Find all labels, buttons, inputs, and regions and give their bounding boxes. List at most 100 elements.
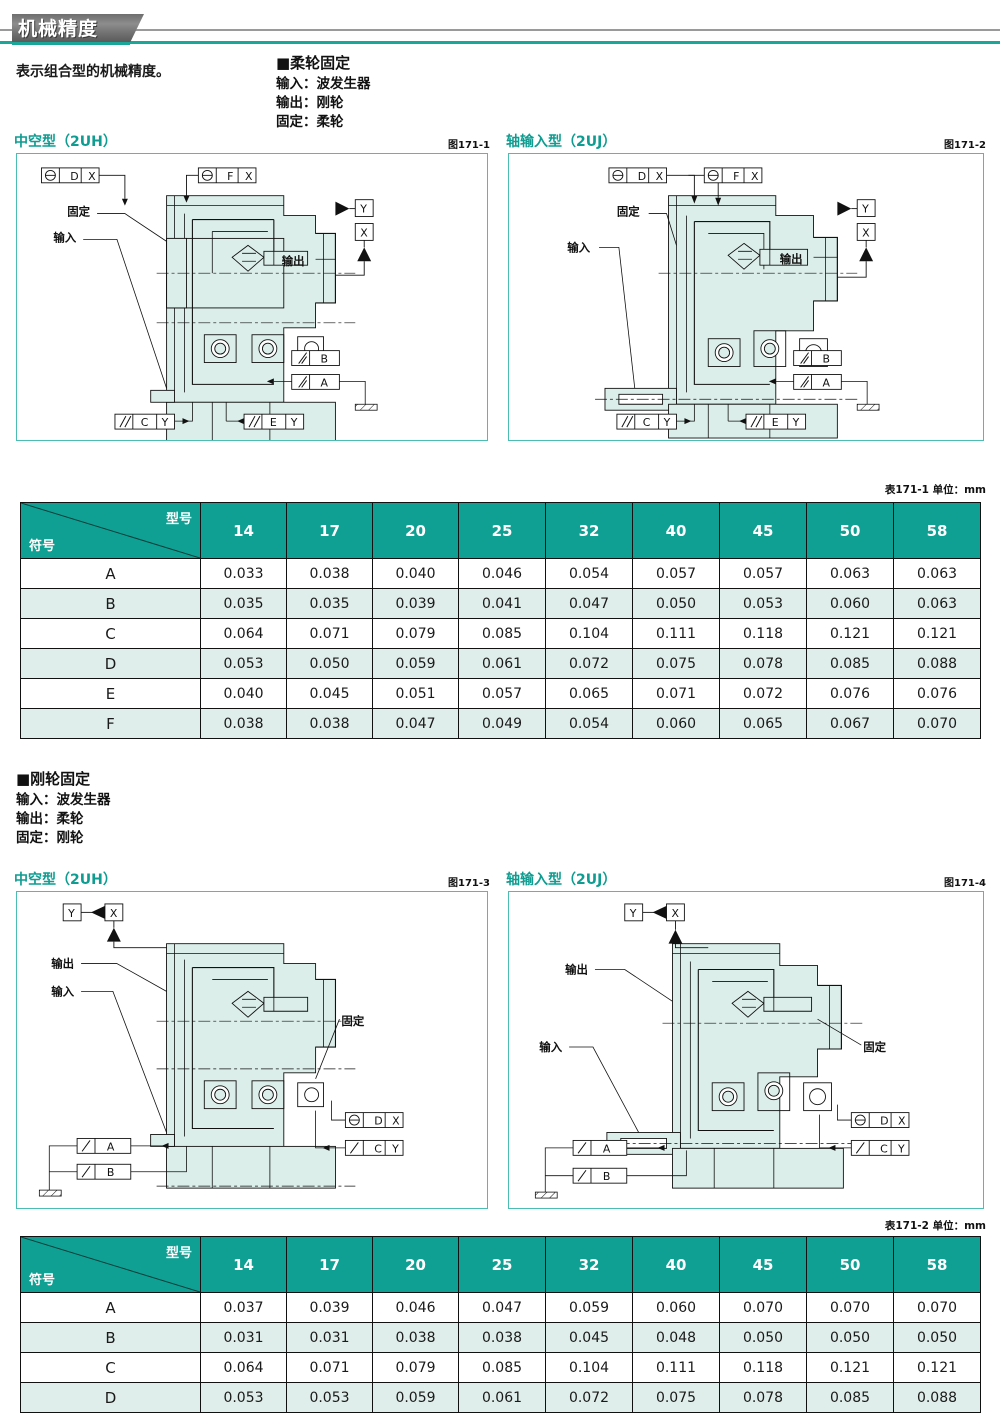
diagram-171-2: D X F X Y X 固定 输入 输出 B xyxy=(508,153,984,441)
section2-spec-lines: 输入：波发生器 输出：柔轮 固定：刚轮 xyxy=(16,791,111,848)
diagram-171-4: Y X 输出 输入 固定 D X C Y A xyxy=(508,891,984,1209)
label-input-4: 输入 xyxy=(539,1040,562,1054)
table2-col-5: 40 xyxy=(632,1236,720,1293)
svg-text:X: X xyxy=(245,170,253,183)
svg-text:A: A xyxy=(107,1140,115,1153)
table2-corner-model-label: 型号 xyxy=(165,1246,192,1261)
section2-heading: ■刚轮固定 xyxy=(16,770,91,788)
table1-corner-model-label: 型号 xyxy=(165,512,192,527)
svg-text:Y: Y xyxy=(629,907,637,920)
svg-text:F: F xyxy=(733,170,739,183)
section2-input-line: 输入：波发生器 xyxy=(16,792,111,808)
svg-text:X: X xyxy=(88,170,96,183)
row-value-cell: 0.071 xyxy=(286,1352,373,1383)
svg-text:C: C xyxy=(141,416,149,429)
svg-text:X: X xyxy=(898,1115,906,1128)
label-output-1: 输出 xyxy=(282,254,305,268)
table-171-1: 型号 符号 14 17 20 25 32 40 45 50 58 A 0.033 0… xyxy=(20,502,981,739)
row-value-cell: 0.054 xyxy=(545,708,633,739)
row-value-cell: 0.085 xyxy=(458,1352,546,1383)
row-value-cell: 0.035 xyxy=(286,588,373,619)
section1-output-line: 输出：刚轮 xyxy=(276,95,344,111)
table2-col-7: 50 xyxy=(806,1236,894,1293)
svg-text:X: X xyxy=(671,907,679,920)
row-value-cell: 0.071 xyxy=(632,678,720,709)
gdt-frame-c xyxy=(616,413,677,430)
gdt-frame-b xyxy=(76,1163,132,1180)
row-value-cell: 0.072 xyxy=(545,648,633,679)
svg-text:B: B xyxy=(603,1170,611,1183)
svg-text:E: E xyxy=(772,416,779,429)
row-value-cell: 0.041 xyxy=(458,588,546,619)
table2-col-0: 14 xyxy=(200,1236,287,1293)
gdt-frame-d xyxy=(344,1112,404,1128)
datum-y-marker: Y xyxy=(335,199,374,218)
label-fixed-2: 固定 xyxy=(617,205,640,219)
table-row: E 0.040 0.045 0.051 0.057 0.065 0.071 0.072 0.07… xyxy=(20,678,981,709)
row-value-cell: 0.078 xyxy=(719,648,807,679)
svg-text:Y: Y xyxy=(290,416,298,429)
svg-text:X: X xyxy=(862,226,870,239)
row-value-cell: 0.063 xyxy=(893,558,981,589)
svg-text:B: B xyxy=(321,353,328,366)
table2-col-6: 45 xyxy=(719,1236,807,1293)
gdt-frame-c xyxy=(114,413,175,430)
row-value-cell: 0.038 xyxy=(286,708,373,739)
row-value-cell: 0.035 xyxy=(200,588,287,619)
row-value-cell: 0.121 xyxy=(893,618,981,649)
row-value-cell: 0.051 xyxy=(372,678,459,709)
table2-col-8: 58 xyxy=(893,1236,981,1293)
table-row: C 0.064 0.071 0.079 0.085 0.104 0.111 0.118 0.12… xyxy=(20,618,981,649)
section1-input-line: 输入：波发生器 xyxy=(276,76,371,92)
table2-corner-cell: 型号 符号 xyxy=(20,1236,201,1293)
gdt-frame-f xyxy=(703,167,763,184)
row-value-cell: 0.045 xyxy=(545,1322,633,1353)
row-value-cell: 0.072 xyxy=(719,678,807,709)
row-value-cell: 0.065 xyxy=(545,678,633,709)
table2-col-1: 17 xyxy=(286,1236,373,1293)
row-value-cell: 0.064 xyxy=(200,1352,287,1383)
row-value-cell: 0.070 xyxy=(893,708,981,739)
row-value-cell: 0.070 xyxy=(893,1292,981,1323)
row-symbol-cell: B xyxy=(20,588,201,619)
section1-fixed-line: 固定：柔轮 xyxy=(276,114,344,130)
gdt-frame-a xyxy=(76,1137,132,1154)
row-symbol-cell: B xyxy=(20,1322,201,1353)
row-value-cell: 0.118 xyxy=(719,1352,807,1383)
table-row: D 0.053 0.053 0.059 0.061 0.072 0.075 0.078 0.08… xyxy=(20,1382,981,1413)
table1-col-2: 20 xyxy=(372,502,459,559)
figure-number-171-3: 图171-3 xyxy=(448,878,490,889)
row-value-cell: 0.057 xyxy=(458,678,546,709)
row-value-cell: 0.060 xyxy=(806,588,894,619)
row-value-cell: 0.063 xyxy=(893,588,981,619)
svg-text:X: X xyxy=(656,170,664,183)
banner-tab-block xyxy=(12,14,130,45)
table-row: B 0.035 0.035 0.039 0.041 0.047 0.050 0.053 0.06… xyxy=(20,588,981,619)
row-value-cell: 0.050 xyxy=(893,1322,981,1353)
svg-text:Y: Y xyxy=(861,203,869,216)
datum-y-marker: Y xyxy=(837,199,876,218)
row-value-cell: 0.033 xyxy=(200,558,287,589)
row-value-cell: 0.121 xyxy=(806,618,894,649)
svg-text:C: C xyxy=(880,1142,888,1155)
table1-corner-cell: 型号 符号 xyxy=(20,502,201,559)
row-value-cell: 0.045 xyxy=(286,678,373,709)
table2-caption: 表171-2 单位：mm xyxy=(884,1220,986,1232)
table1-header-row: 型号 符号 14 17 20 25 32 40 45 50 58 xyxy=(20,502,981,559)
datum-y-marker: Y xyxy=(624,903,667,922)
svg-text:B: B xyxy=(822,353,829,366)
figure-number-171-4: 图171-4 xyxy=(944,878,986,889)
table1-col-0: 14 xyxy=(200,502,287,559)
svg-text:Y: Y xyxy=(391,1142,399,1155)
gdt-frame-e xyxy=(745,413,807,430)
svg-text:D: D xyxy=(880,1115,888,1128)
svg-text:X: X xyxy=(392,1115,400,1128)
table-row: D 0.053 0.050 0.059 0.061 0.072 0.075 0.078 0.08… xyxy=(20,648,981,679)
svg-text:X: X xyxy=(360,226,368,239)
gdt-frame-b xyxy=(793,350,842,366)
section2-fixed-line: 固定：刚轮 xyxy=(16,830,84,846)
table-row: F 0.038 0.038 0.047 0.049 0.054 0.060 0.065 0.06… xyxy=(20,708,981,739)
row-value-cell: 0.047 xyxy=(372,708,459,739)
row-value-cell: 0.053 xyxy=(200,648,287,679)
row-value-cell: 0.049 xyxy=(458,708,546,739)
